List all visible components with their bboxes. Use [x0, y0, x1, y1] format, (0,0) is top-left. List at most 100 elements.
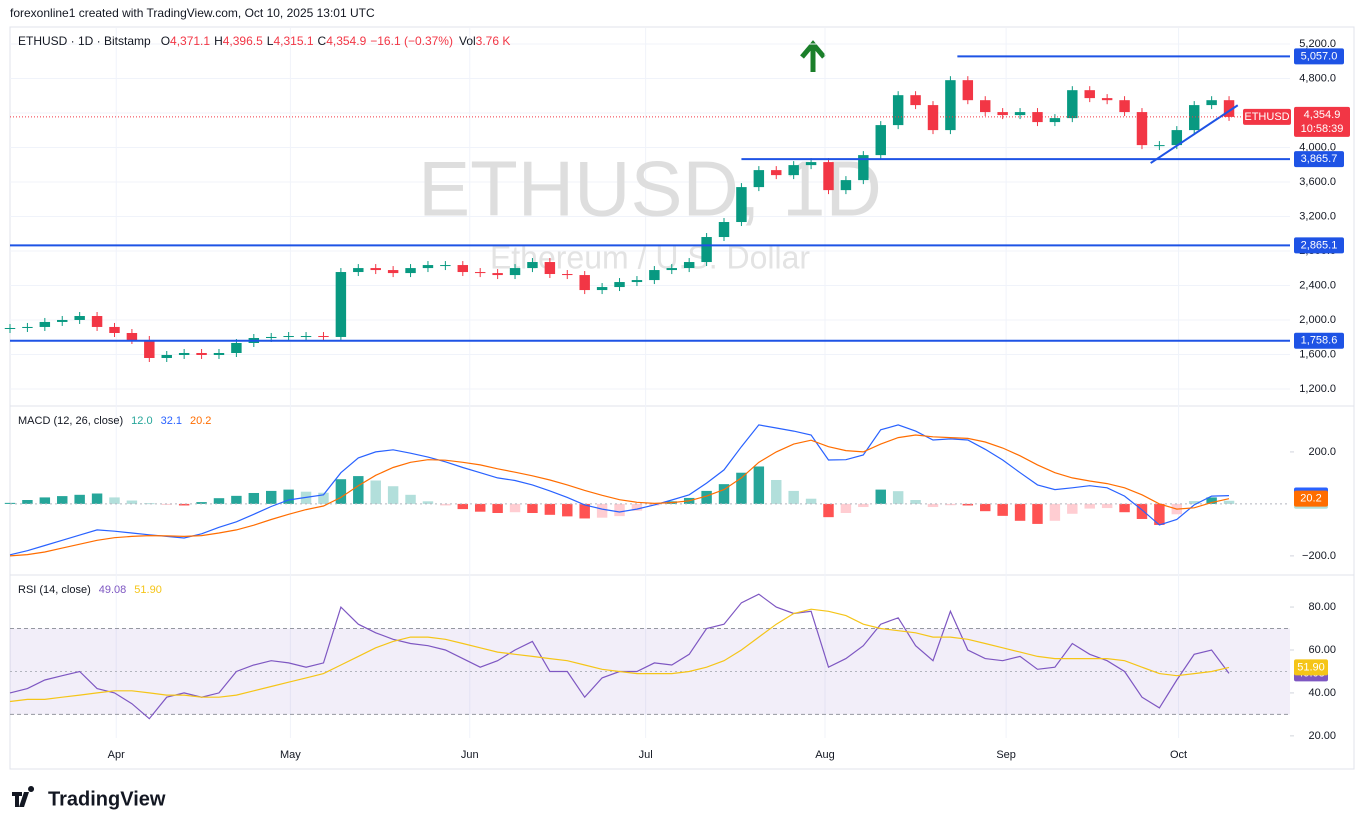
histogram-bar: [196, 502, 207, 504]
y-tick-label: 60.00: [1308, 644, 1336, 656]
candle: [283, 336, 294, 338]
legend-value: 51.90: [134, 584, 162, 596]
histogram-bar: [109, 497, 120, 504]
candle: [945, 80, 956, 131]
candle: [823, 162, 834, 191]
x-tick-label: Jul: [639, 749, 653, 761]
histogram-bar: [353, 476, 364, 504]
candle: [74, 316, 85, 320]
histogram-bar: [57, 496, 68, 504]
ohlc-key: C: [318, 34, 327, 48]
symbol-tag: [1243, 108, 1291, 125]
candle: [1032, 112, 1043, 123]
histogram-bar: [370, 480, 381, 504]
candle: [840, 180, 852, 191]
candle: [596, 287, 608, 291]
histogram-bar: [144, 503, 155, 505]
histogram-bar: [492, 503, 503, 514]
candle: [562, 274, 573, 276]
y-tick-label: 2,400.0: [1299, 279, 1336, 291]
candle: [753, 170, 765, 188]
candle: [1171, 130, 1183, 146]
level-label: 1,758.6: [1301, 335, 1338, 347]
histogram-bar: [1119, 503, 1130, 513]
candle: [788, 165, 799, 176]
candle: [544, 262, 556, 275]
ohlc-value: 4,315.1: [273, 34, 313, 48]
candle: [997, 112, 1008, 116]
candle: [405, 268, 416, 274]
frame: [9, 26, 1355, 770]
x-tick-label: Jun: [461, 749, 479, 761]
candle: [213, 353, 225, 355]
histogram-bar: [805, 498, 817, 504]
candle: [614, 282, 625, 288]
watermark-title: ETHUSD, 1D: [418, 145, 882, 233]
histogram-bar: [74, 494, 85, 504]
value-tag-label: 51.90: [1297, 661, 1325, 673]
histogram-bar: [1206, 497, 1217, 504]
ohlc-value: 4,354.9: [326, 34, 366, 48]
candle: [1049, 118, 1061, 123]
symbol-legend: ETHUSD · 1D · Bitstamp O4,371.1 H4,396.5 L4…: [18, 34, 510, 48]
histogram-bar: [231, 495, 242, 504]
indicator-legend: RSI (14, close) 49.08 51.90: [18, 584, 162, 596]
histogram-bar: [823, 503, 834, 518]
histogram-bar: [1136, 503, 1148, 519]
candle: [649, 270, 660, 281]
histogram-bar: [440, 503, 451, 506]
histogram-bar: [544, 503, 556, 515]
trendline: [1150, 104, 1239, 164]
histogram-bar: [248, 492, 260, 504]
candle: [231, 343, 242, 354]
histogram-bar: [457, 503, 469, 510]
indicator-title: RSI (14, close): [18, 584, 91, 596]
candle: [266, 336, 277, 338]
x-tick-label: Aug: [815, 749, 835, 761]
histogram-bar: [335, 479, 347, 504]
histogram-bar: [39, 497, 51, 504]
histogram-bar: [579, 503, 590, 519]
candle: [144, 339, 155, 359]
histogram-bar: [997, 503, 1008, 516]
histogram-bar: [283, 489, 294, 504]
indicator-line: [9, 608, 1230, 703]
histogram-bar: [1223, 500, 1235, 504]
y-tick-label: 4,000.0: [1299, 141, 1336, 153]
candle: [962, 80, 974, 101]
histogram-bar: [126, 500, 138, 504]
symbol-tag-label: ETHUSD: [1244, 111, 1289, 123]
candle: [910, 95, 921, 106]
level-label: 2,865.1: [1301, 239, 1338, 251]
candle: [1119, 100, 1130, 113]
histogram-bar: [91, 493, 103, 504]
histogram-bar: [771, 479, 782, 504]
value-tag-label: 20.2: [1300, 493, 1321, 505]
candle: [22, 326, 33, 328]
up-arrow: [800, 40, 826, 72]
y-tick-label: 3,200.0: [1299, 210, 1336, 222]
candle: [300, 336, 312, 338]
ohlc-key: L: [267, 34, 274, 48]
y-tick-label: 80.00: [1308, 601, 1336, 613]
histogram-bar: [213, 498, 225, 504]
histogram-bar: [858, 503, 869, 508]
candle: [1014, 112, 1026, 116]
histogram-bar: [927, 503, 939, 508]
histogram-bar: [614, 503, 625, 517]
histogram-bar: [22, 500, 33, 504]
y-tick-label: 4,800.0: [1299, 72, 1336, 84]
y-tick-label: 1,600.0: [1299, 348, 1336, 360]
y-tick-label: 20.00: [1308, 730, 1336, 742]
candle: [353, 268, 364, 273]
histogram-bar: [788, 490, 799, 504]
x-tick-label: Oct: [1170, 749, 1187, 761]
candle: [196, 353, 207, 355]
candle: [4, 327, 16, 329]
histogram-bar: [736, 472, 747, 504]
candle: [335, 272, 347, 337]
histogram-bar: [1101, 503, 1113, 509]
histogram-bar: [945, 503, 956, 506]
candle: [527, 262, 538, 269]
histogram-bar: [1067, 503, 1078, 514]
